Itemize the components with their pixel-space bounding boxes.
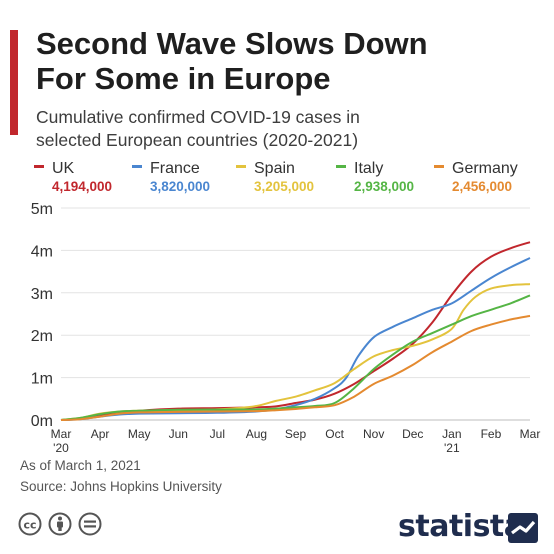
license-icons: cc: [18, 512, 102, 536]
series-line-uk: [60, 241, 531, 421]
legend-label-uk: UK: [52, 160, 75, 177]
creative-commons-icon[interactable]: cc: [18, 512, 42, 536]
subtitle-line-2: selected European countries (2020-2021): [36, 130, 359, 150]
x-tick-label: Mar: [51, 427, 72, 441]
x-tick-label: Mar: [520, 427, 541, 441]
legend-item-italy: Italy 2,938,000: [336, 160, 414, 194]
statista-logo[interactable]: statista: [398, 509, 524, 544]
legend-swatch-uk: [34, 165, 44, 169]
attribution-icon[interactable]: [48, 512, 72, 536]
legend-swatch-france: [132, 165, 142, 169]
x-tick-label: Apr: [91, 427, 110, 441]
y-tick-label: 5m: [31, 201, 53, 218]
x-tick-label: Sep: [285, 427, 307, 441]
series-lines: [60, 241, 531, 421]
chart-subtitle: Cumulative confirmed COVID-19 cases in s…: [36, 106, 536, 152]
grid-lines: [61, 207, 530, 421]
series-line-germany: [60, 314, 531, 421]
series-line-spain: [60, 283, 531, 421]
x-tick-label: Feb: [481, 427, 502, 441]
legend-item-france: France 3,820,000: [132, 160, 210, 194]
x-tick-label: Jul: [210, 427, 225, 441]
legend-value-italy: 2,938,000: [354, 179, 415, 194]
x-tick-label: Aug: [246, 427, 267, 441]
statista-logo-icon: [508, 513, 538, 543]
y-axis: 0m 1m 2m 3m 4m 5m: [31, 201, 53, 430]
y-tick-label: 4m: [31, 243, 53, 260]
x-tick-sublabel: '21: [444, 441, 460, 455]
x-tick-sublabel: '20: [53, 441, 69, 455]
legend-item-spain: Spain 3,205,000: [236, 160, 314, 194]
accent-bar: [10, 30, 18, 135]
series-line-italy: [60, 294, 531, 421]
legend-label-italy: Italy: [354, 160, 384, 177]
legend-item-germany: Germany 2,456,000: [434, 160, 518, 194]
legend-value-uk: 4,194,000: [52, 179, 113, 194]
legend-label-france: France: [150, 160, 200, 177]
y-tick-label: 0m: [31, 413, 53, 430]
x-tick-label: Jun: [169, 427, 188, 441]
legend-label-germany: Germany: [452, 160, 518, 177]
y-tick-label: 3m: [31, 286, 53, 303]
legend-item-uk: UK 4,194,000: [34, 160, 112, 194]
x-tick-label: Jan: [442, 427, 461, 441]
legend-swatch-germany: [434, 165, 444, 169]
x-tick-label: May: [128, 427, 151, 441]
legend-swatch-italy: [336, 165, 346, 169]
title-line-1: Second Wave Slows Down: [36, 26, 428, 61]
chart-title: Second Wave Slows Down For Some in Europ…: [36, 26, 536, 96]
legend-swatch-spain: [236, 165, 246, 169]
x-tick-label: Nov: [363, 427, 384, 441]
legend: UK 4,194,000 France 3,820,000 Spain 3,20…: [26, 160, 546, 200]
subtitle-line-1: Cumulative confirmed COVID-19 cases in: [36, 107, 360, 127]
no-derivatives-icon[interactable]: [78, 512, 102, 536]
y-tick-label: 2m: [31, 328, 53, 345]
source-note: Source: Johns Hopkins University: [20, 479, 222, 494]
series-line-france: [60, 257, 531, 421]
y-tick-label: 1m: [31, 371, 53, 388]
x-tick-label: Dec: [402, 427, 423, 441]
legend-value-spain: 3,205,000: [254, 179, 315, 194]
svg-text:cc: cc: [23, 519, 36, 532]
legend-label-spain: Spain: [254, 160, 295, 177]
legend-value-germany: 2,456,000: [452, 179, 513, 194]
x-tick-label: Oct: [325, 427, 344, 441]
as-of-note: As of March 1, 2021: [20, 458, 141, 473]
title-line-2: For Some in Europe: [36, 61, 331, 96]
legend-value-france: 3,820,000: [150, 179, 211, 194]
